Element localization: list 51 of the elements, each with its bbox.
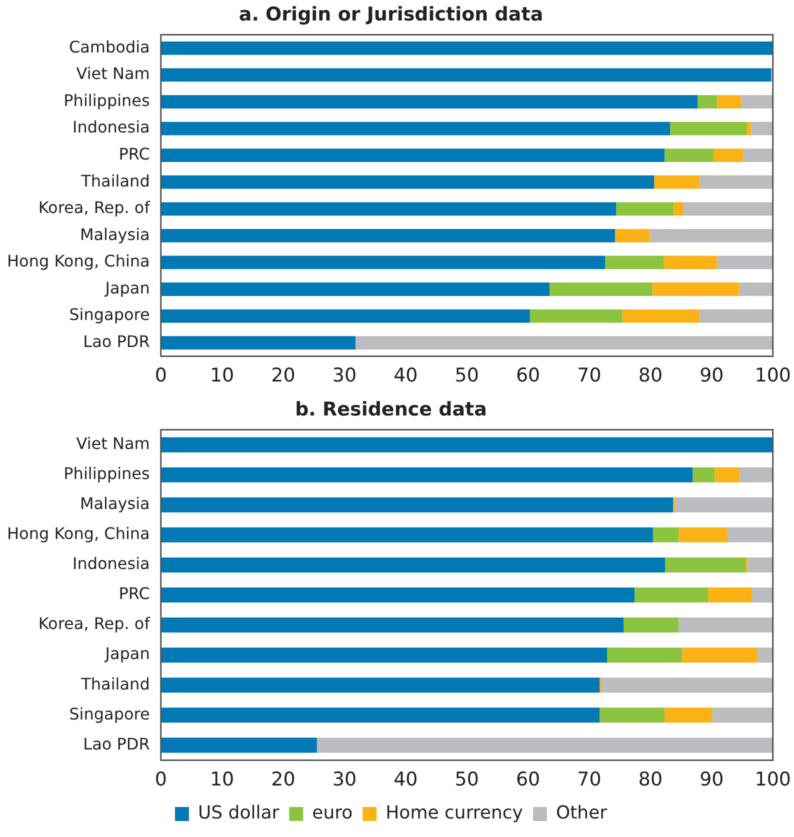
y-tick-label: PRC [118, 584, 150, 604]
y-tick-label: Hong Kong, China [7, 252, 150, 271]
y-tick-label: Malaysia [80, 494, 150, 514]
y-tick-label: Indonesia [72, 554, 150, 574]
x-tick-label: 90 [700, 364, 724, 387]
y-tick-label: Singapore [69, 305, 150, 324]
x-tick-label: 0 [154, 364, 167, 387]
y-tick-label: Philippines [64, 464, 150, 484]
x-tick-label: 80 [638, 768, 663, 791]
x-tick-label: 20 [271, 768, 296, 791]
x-tick-label: 40 [394, 364, 418, 387]
x-tick-label: 90 [700, 768, 724, 791]
x-tick-label: 50 [454, 768, 479, 791]
x-tick-label: 70 [577, 768, 602, 791]
y-tick-label: Cambodia [68, 37, 150, 56]
legend-label: Home currency [386, 802, 524, 824]
y-tick-label: Indonesia [72, 118, 150, 137]
y-tick-label: Thailand [80, 674, 150, 694]
y-tick-label: Hong Kong, China [7, 524, 150, 544]
y-tick-label: Korea, Rep. of [38, 198, 150, 218]
legend-label: Other [556, 802, 608, 824]
legend-label: US dollar [198, 802, 280, 824]
chart-title: a. Origin or Jurisdiction data [238, 3, 544, 26]
x-tick-label: 30 [332, 768, 357, 791]
x-tick-label: 70 [577, 364, 602, 387]
x-tick-label: 40 [394, 768, 418, 791]
y-tick-label: Viet Nam [76, 434, 150, 453]
x-tick-label: 10 [210, 768, 234, 791]
x-tick-label: 60 [516, 364, 540, 387]
y-tick-label: PRC [118, 144, 150, 164]
y-tick-label: Lao PDR [83, 734, 150, 754]
y-tick-label: Korea, Rep. of [38, 614, 150, 634]
x-tick-label: 50 [454, 364, 479, 387]
y-tick-label: Japan [104, 644, 150, 664]
y-tick-label: Singapore [69, 704, 150, 724]
x-tick-label: 60 [516, 768, 540, 791]
legend-label: euro [312, 802, 353, 824]
x-tick-label: 0 [154, 768, 167, 791]
y-tick-label: Lao PDR [83, 332, 150, 351]
x-tick-label: 20 [271, 364, 296, 387]
x-tick-label: 100 [754, 364, 791, 387]
x-tick-label: 30 [332, 364, 357, 387]
x-tick-label: 100 [754, 768, 791, 791]
y-tick-label: Japan [104, 278, 150, 298]
y-tick-label: Viet Nam [76, 64, 150, 84]
chart-title: b. Residence data [295, 398, 487, 420]
x-tick-label: 80 [638, 364, 663, 387]
y-tick-label: Malaysia [80, 224, 150, 244]
y-tick-label: Philippines [64, 90, 150, 110]
y-tick-label: Thailand [80, 171, 150, 190]
x-tick-label: 10 [210, 364, 234, 387]
